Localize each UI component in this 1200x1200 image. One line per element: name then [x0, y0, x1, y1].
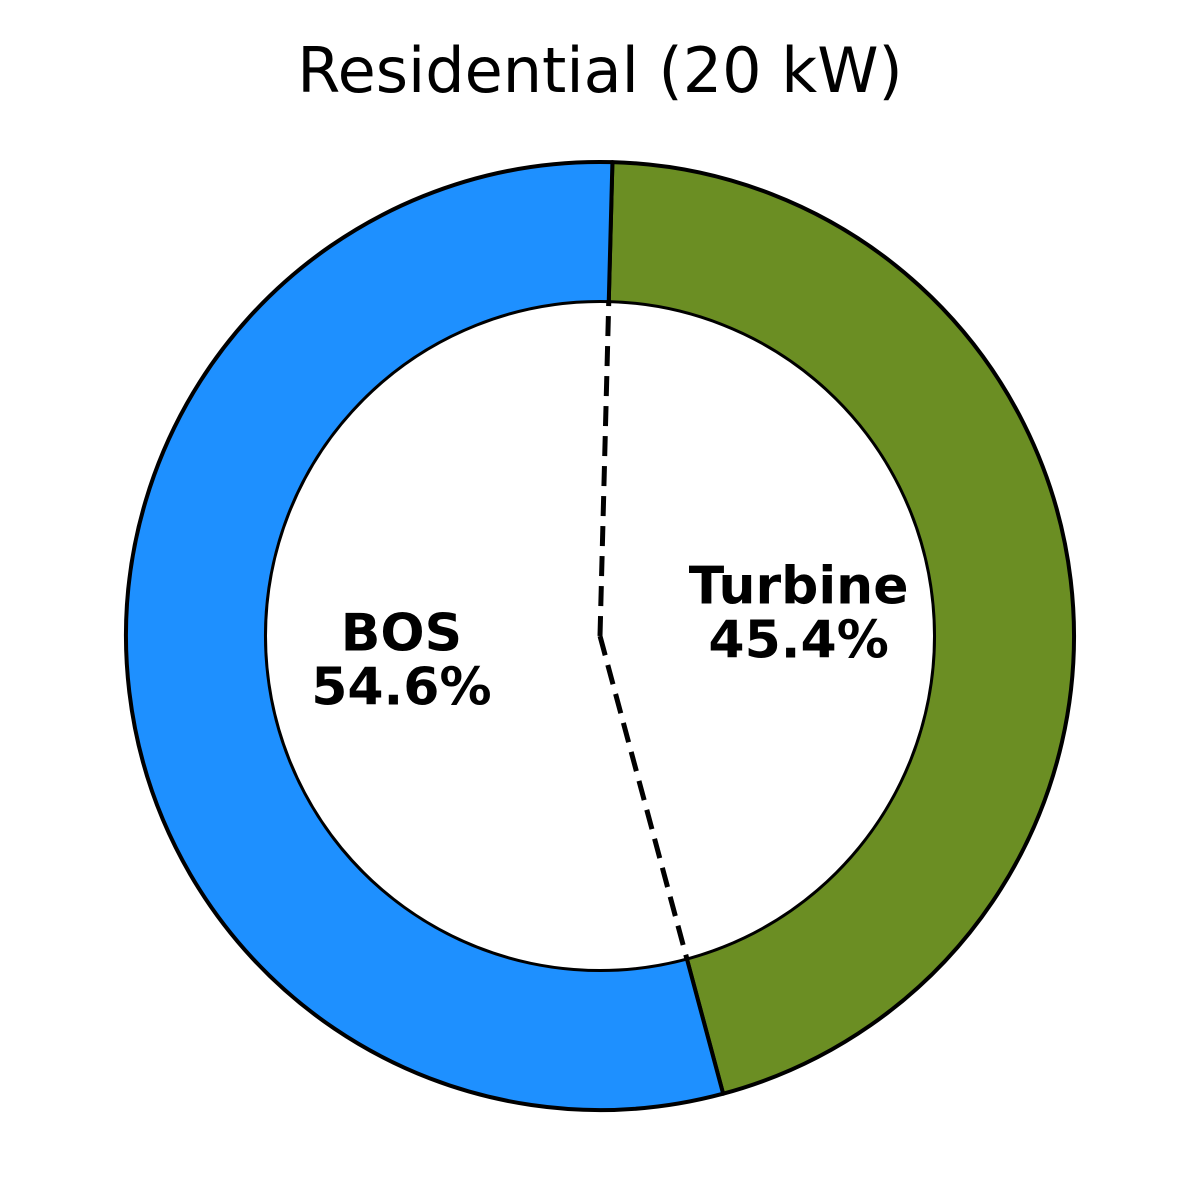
- slice-value-bos: 54.6%: [311, 658, 491, 718]
- divider-line-0: [597, 302, 612, 637]
- divider-line-1: [597, 635, 690, 960]
- slice-label-turbine: Turbine: [689, 556, 909, 616]
- slice-label-bos: BOS: [341, 604, 462, 664]
- slice-value-turbine: 45.4%: [708, 610, 888, 670]
- overlay-layer: [265, 301, 935, 971]
- chart-title: Residential (20 kW): [297, 34, 903, 107]
